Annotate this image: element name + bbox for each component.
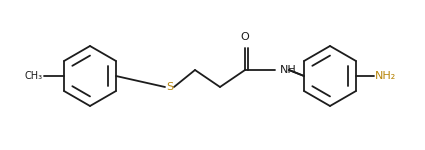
Text: O: O bbox=[241, 32, 249, 42]
Text: CH₃: CH₃ bbox=[25, 71, 43, 81]
Text: NH₂: NH₂ bbox=[375, 71, 396, 81]
Text: NH: NH bbox=[280, 65, 297, 75]
Text: S: S bbox=[167, 82, 173, 92]
